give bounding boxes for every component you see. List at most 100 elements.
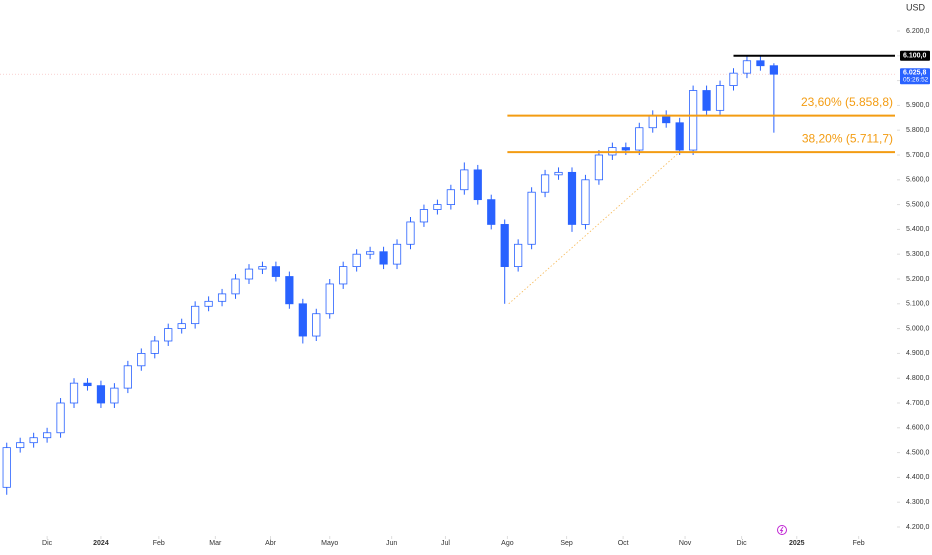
candle-body xyxy=(366,251,375,255)
candle-body xyxy=(379,251,388,265)
x-tick-label: Dic xyxy=(42,540,53,547)
y-tick-label: 4.600,0 xyxy=(906,425,929,432)
y-tick-label: 5.200,0 xyxy=(906,276,929,283)
candle-body xyxy=(769,65,778,75)
candle-body xyxy=(460,169,469,191)
candle-body xyxy=(635,127,644,151)
y-tick-label: 5.900,0 xyxy=(906,102,929,109)
currency-label: USD xyxy=(906,2,926,12)
x-tick-label: Nov xyxy=(679,540,692,547)
candle-body xyxy=(285,276,294,305)
y-tick-label: 5.400,0 xyxy=(906,226,929,233)
candle-body xyxy=(164,328,173,342)
price-tag xyxy=(900,50,930,61)
y-tick-label: 5.000,0 xyxy=(906,325,929,332)
x-tick-label: Ago xyxy=(501,540,514,547)
candle-body xyxy=(2,447,11,488)
candle-body xyxy=(621,147,630,151)
candle-body xyxy=(231,278,240,295)
candle-body xyxy=(433,204,442,210)
candle-body xyxy=(581,179,590,225)
candle-body xyxy=(446,189,455,206)
candle-body xyxy=(487,199,496,225)
y-tick-label: 5.300,0 xyxy=(906,251,929,258)
last-price-label: 6.025,8 xyxy=(903,70,926,77)
candle-body xyxy=(123,365,132,389)
candle-body xyxy=(742,60,752,74)
x-tick-label: Mayo xyxy=(321,540,338,547)
candle-body xyxy=(217,293,227,302)
candle-body xyxy=(500,224,509,268)
candle-body xyxy=(339,266,348,285)
x-tick-label: 2024 xyxy=(93,540,109,547)
candle-body xyxy=(56,402,65,434)
y-tick-label: 4.900,0 xyxy=(906,350,929,357)
x-tick-label: Feb xyxy=(153,540,165,547)
candle-body xyxy=(325,283,334,315)
candle-body xyxy=(29,437,38,444)
x-tick-label: Jun xyxy=(386,540,397,547)
candle-body xyxy=(419,209,429,223)
candle-body xyxy=(689,90,698,151)
candle-body xyxy=(473,169,482,201)
candle-body xyxy=(96,385,106,404)
candle-body xyxy=(258,266,267,270)
candle-body xyxy=(352,253,361,267)
fib-label: 38,20% (5.711,7) xyxy=(802,131,893,145)
y-tick-label: 6.200,0 xyxy=(906,28,929,35)
candle-body xyxy=(648,114,657,129)
y-tick-label: 4.800,0 xyxy=(906,375,929,382)
candle-body xyxy=(150,340,159,354)
candle-body xyxy=(554,171,563,176)
x-tick-label: Mar xyxy=(209,540,222,547)
x-tick-label: Oct xyxy=(618,540,629,547)
y-tick-label: 4.300,0 xyxy=(906,499,929,506)
candle-body xyxy=(702,90,711,111)
countdown-label: 05:26:52 xyxy=(903,76,929,83)
candle-body xyxy=(271,266,281,277)
event-icon xyxy=(777,525,787,535)
y-tick-label: 4.500,0 xyxy=(906,449,929,456)
candle-body xyxy=(392,243,402,265)
candle-body xyxy=(204,300,213,307)
candle-body xyxy=(756,60,765,67)
candle-body xyxy=(594,154,604,181)
trend-line xyxy=(508,151,680,305)
candle-body xyxy=(298,303,307,337)
y-tick-label: 5.100,0 xyxy=(906,301,929,308)
candle-body xyxy=(83,382,92,387)
y-tick-label: 4.400,0 xyxy=(906,474,929,481)
candle-body xyxy=(675,122,684,151)
x-tick-label: 2025 xyxy=(789,540,805,547)
y-tick-label: 5.700,0 xyxy=(906,152,929,159)
last-price-tag xyxy=(900,68,930,85)
candle-body xyxy=(729,72,738,86)
candle-body xyxy=(177,323,186,330)
fib-label: 23,60% (5.858,8) xyxy=(801,95,893,109)
candle-body xyxy=(527,191,536,245)
candle-body xyxy=(715,85,725,111)
candle-body xyxy=(137,352,146,367)
candle-body xyxy=(16,442,25,449)
candle-body xyxy=(43,432,52,439)
x-tick-label: Feb xyxy=(853,540,865,547)
candle-body xyxy=(244,268,254,280)
candle-body xyxy=(540,174,550,193)
y-tick-label: 5.600,0 xyxy=(906,177,929,184)
candle-body xyxy=(69,382,79,404)
x-tick-label: Abr xyxy=(265,540,277,547)
y-tick-label: 4.200,0 xyxy=(906,524,929,531)
x-tick-label: Jul xyxy=(441,540,450,547)
y-tick-label: 5.500,0 xyxy=(906,201,929,208)
candle-body xyxy=(191,305,200,325)
candle-body xyxy=(567,171,577,225)
candle-body xyxy=(406,221,415,245)
candle-body xyxy=(110,387,119,404)
price-tag-label: 6.100,0 xyxy=(903,53,926,60)
candle-body xyxy=(514,243,523,267)
y-tick-label: 5.800,0 xyxy=(906,127,929,134)
candle-body xyxy=(312,313,321,337)
y-tick-label: 4.700,0 xyxy=(906,400,929,407)
